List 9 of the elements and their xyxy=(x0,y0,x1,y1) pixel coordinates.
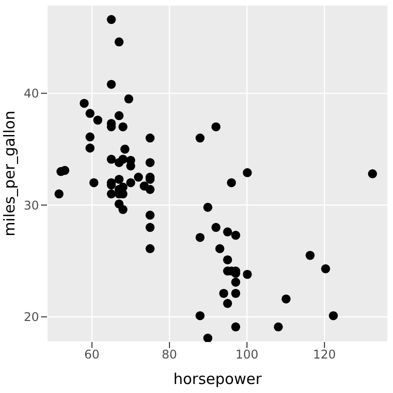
y-tick-label: 40 xyxy=(24,86,39,101)
x-tick-label: 100 xyxy=(235,348,258,362)
x-tick-label: 120 xyxy=(312,348,336,362)
y-tick-label: 20 xyxy=(24,310,39,324)
x-tick-label: 60 xyxy=(84,348,100,362)
y-axis-title: miles_per_gallon xyxy=(0,110,18,236)
x-tick-label: 80 xyxy=(162,348,178,362)
y-tick-label: 30 xyxy=(24,198,39,212)
x-axis-title: horsepower xyxy=(173,370,262,388)
